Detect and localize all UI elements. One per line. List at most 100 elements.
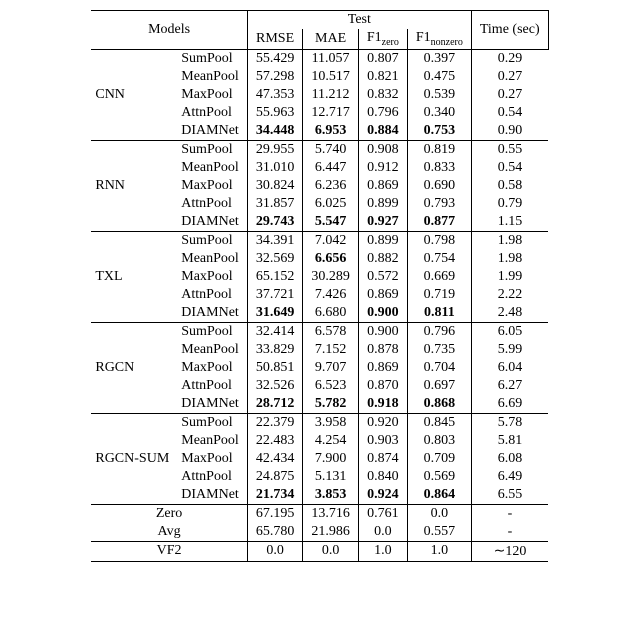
f1zero-cell: 0.761	[358, 504, 407, 523]
f1zero-cell: 0.821	[358, 68, 407, 86]
time-cell: 6.27	[471, 377, 548, 395]
f1zero-cell: 0.920	[358, 413, 407, 432]
f1zero-cell: 0.900	[358, 322, 407, 341]
table-row: RGCNSumPool32.4146.5780.9000.7966.05	[91, 322, 548, 341]
table-row: Zero67.19513.7160.7610.0-	[91, 504, 548, 523]
f1zero-cell: 0.869	[358, 286, 407, 304]
pool-label: SumPool	[177, 231, 247, 250]
f1zero-cell: 0.572	[358, 268, 407, 286]
time-cell: 6.69	[471, 395, 548, 414]
time-cell: 0.29	[471, 49, 548, 68]
mae-cell: 9.707	[303, 359, 359, 377]
f1nonzero-cell: 0.796	[407, 322, 471, 341]
rmse-cell: 57.298	[247, 68, 303, 86]
rmse-cell: 0.0	[247, 541, 303, 561]
f1zero-cell: 0.899	[358, 195, 407, 213]
group-label: TXL	[91, 231, 177, 322]
time-cell: 0.54	[471, 104, 548, 122]
pool-label: MeanPool	[177, 250, 247, 268]
pool-label: MeanPool	[177, 432, 247, 450]
f1nonzero-cell: 0.819	[407, 140, 471, 159]
group-label: CNN	[91, 49, 177, 140]
pool-label: MeanPool	[177, 341, 247, 359]
f1nonzero-cell: 0.719	[407, 286, 471, 304]
mae-cell: 13.716	[303, 504, 359, 523]
mae-cell: 5.782	[303, 395, 359, 414]
rmse-cell: 34.448	[247, 122, 303, 141]
mae-cell: 7.426	[303, 286, 359, 304]
f1zero-cell: 0.908	[358, 140, 407, 159]
f1nonzero-cell: 0.669	[407, 268, 471, 286]
mae-cell: 6.680	[303, 304, 359, 323]
header-f1zero: F1zero	[358, 29, 407, 49]
f1zero-cell: 0.796	[358, 104, 407, 122]
pool-label: DIAMNet	[177, 304, 247, 323]
f1zero-cell: 0.878	[358, 341, 407, 359]
f1nonzero-cell: 0.569	[407, 468, 471, 486]
time-cell: 5.81	[471, 432, 548, 450]
f1zero-cell: 0.869	[358, 359, 407, 377]
rmse-cell: 29.743	[247, 213, 303, 232]
rmse-cell: 32.526	[247, 377, 303, 395]
f1nonzero-cell: 0.340	[407, 104, 471, 122]
rmse-cell: 42.434	[247, 450, 303, 468]
time-cell: 6.08	[471, 450, 548, 468]
f1zero-cell: 0.0	[358, 523, 407, 542]
f1nonzero-cell: 0.0	[407, 504, 471, 523]
time-cell: ∼120	[471, 541, 548, 561]
mae-cell: 30.289	[303, 268, 359, 286]
f1nonzero-cell: 0.803	[407, 432, 471, 450]
mae-cell: 6.656	[303, 250, 359, 268]
f1zero-cell: 0.869	[358, 177, 407, 195]
rmse-cell: 65.152	[247, 268, 303, 286]
time-cell: 0.27	[471, 86, 548, 104]
f1zero-cell: 1.0	[358, 541, 407, 561]
mae-cell: 11.057	[303, 49, 359, 68]
header-models: Models	[91, 11, 247, 50]
mae-cell: 6.523	[303, 377, 359, 395]
time-cell: 6.55	[471, 486, 548, 505]
mae-cell: 6.578	[303, 322, 359, 341]
time-cell: 0.58	[471, 177, 548, 195]
mae-cell: 11.212	[303, 86, 359, 104]
mae-cell: 6.236	[303, 177, 359, 195]
time-cell: 1.99	[471, 268, 548, 286]
time-cell: -	[471, 504, 548, 523]
table-row: RGCN-SUMSumPool22.3793.9580.9200.8455.78	[91, 413, 548, 432]
group-label: RNN	[91, 140, 177, 231]
rmse-cell: 31.857	[247, 195, 303, 213]
rmse-cell: 29.955	[247, 140, 303, 159]
pool-label: DIAMNet	[177, 486, 247, 505]
f1nonzero-cell: 0.557	[407, 523, 471, 542]
pool-label: AttnPool	[177, 468, 247, 486]
rmse-cell: 65.780	[247, 523, 303, 542]
pool-label: AttnPool	[177, 195, 247, 213]
table-row: CNNSumPool55.42911.0570.8070.3970.29	[91, 49, 548, 68]
table-row: TXLSumPool34.3917.0420.8990.7981.98	[91, 231, 548, 250]
f1nonzero-cell: 0.735	[407, 341, 471, 359]
header-mae: MAE	[303, 29, 359, 49]
f1nonzero-cell: 0.697	[407, 377, 471, 395]
f1zero-cell: 0.882	[358, 250, 407, 268]
f1nonzero-cell: 0.709	[407, 450, 471, 468]
rmse-cell: 30.824	[247, 177, 303, 195]
pool-label: MaxPool	[177, 177, 247, 195]
time-cell: 0.55	[471, 140, 548, 159]
f1zero-cell: 0.927	[358, 213, 407, 232]
f1zero-cell: 0.903	[358, 432, 407, 450]
pool-label: MaxPool	[177, 450, 247, 468]
f1nonzero-cell: 0.704	[407, 359, 471, 377]
time-cell: 1.98	[471, 231, 548, 250]
rmse-cell: 24.875	[247, 468, 303, 486]
rmse-cell: 28.712	[247, 395, 303, 414]
header-rmse: RMSE	[247, 29, 303, 49]
pool-label: DIAMNet	[177, 395, 247, 414]
f1zero-cell: 0.840	[358, 468, 407, 486]
pool-label: SumPool	[177, 413, 247, 432]
f1zero-cell: 0.884	[358, 122, 407, 141]
pool-label: SumPool	[177, 322, 247, 341]
rmse-cell: 31.010	[247, 159, 303, 177]
rmse-cell: 67.195	[247, 504, 303, 523]
baseline-label: VF2	[91, 541, 247, 561]
time-cell: 6.49	[471, 468, 548, 486]
